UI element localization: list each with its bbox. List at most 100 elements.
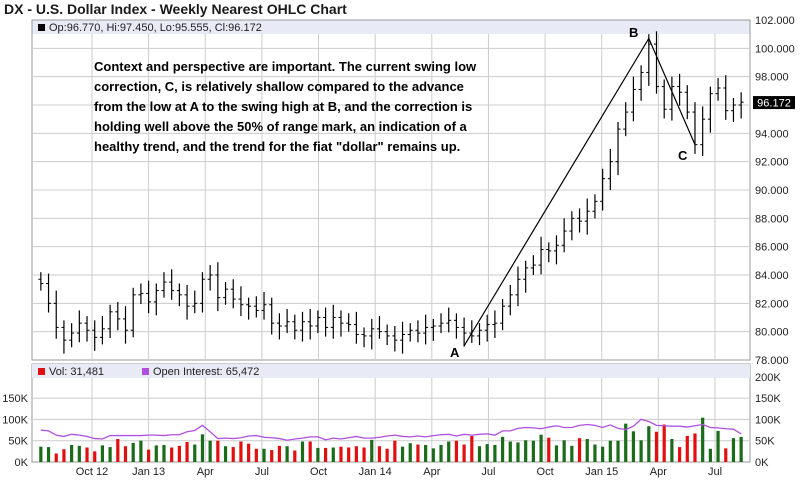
volume-bar — [347, 447, 351, 462]
volume-bar — [170, 447, 174, 462]
volume-bar — [601, 446, 605, 462]
volume-bar — [500, 436, 505, 462]
price-axis-ticks: 78.000 80.000 82.000 84.000 86.000 88.000 90.0… — [755, 15, 795, 367]
volume-bar — [454, 440, 459, 462]
volume-header-band — [32, 364, 750, 378]
volume-bar — [46, 447, 51, 462]
volume-bar — [724, 448, 728, 462]
volume-bar — [39, 446, 43, 462]
volume-bar — [677, 447, 682, 462]
volume-bar — [608, 440, 612, 462]
volume-bar — [731, 438, 736, 462]
swing-polyline — [463, 37, 696, 347]
volume-bar — [70, 444, 74, 462]
annotation-line-4: holding well above the 50% of range mark… — [94, 119, 468, 134]
volume-bar — [123, 446, 128, 462]
volume-bar — [285, 446, 289, 462]
price-tick-label: 84.000 — [755, 270, 789, 282]
volume-bar — [323, 447, 328, 462]
volume-bar — [654, 431, 659, 462]
volume-bar — [416, 444, 420, 462]
volume-bar — [116, 438, 120, 462]
volume-bar — [716, 430, 720, 462]
volume-bar — [685, 436, 689, 462]
price-tick-label: 92.000 — [755, 157, 789, 169]
time-tick-label: Apr — [650, 466, 667, 478]
volume-bar — [493, 444, 497, 462]
open-interest-polyline — [40, 418, 742, 441]
open-interest-line — [40, 418, 742, 441]
price-tick-label: 86.000 — [755, 242, 789, 254]
volume-bar — [316, 447, 320, 462]
price-tick-label: 78.000 — [755, 355, 789, 367]
volume-bar — [524, 440, 528, 462]
volume-bar — [385, 448, 389, 462]
volume-tick-right: 150K — [755, 393, 781, 405]
ohlc-header-band — [32, 20, 750, 34]
volume-bar — [616, 440, 620, 462]
volume-bar — [331, 447, 335, 462]
volume-bar — [662, 424, 666, 462]
price-legend-square — [38, 24, 45, 31]
swing-label-b: B — [629, 25, 638, 40]
price-grid — [32, 34, 750, 462]
volume-bar — [693, 433, 697, 462]
swing-label-c: C — [678, 148, 688, 163]
time-axis-ticks: Oct 12 Jan 13 Apr Jul Oct Jan 14 Apr Jul Oct Jan … — [76, 466, 722, 478]
volume-bar — [624, 423, 628, 462]
volume-bar — [701, 417, 705, 462]
time-tick-label: Jan 15 — [585, 466, 618, 478]
volume-bar — [54, 453, 58, 462]
ohlc-readout: Op:96.770, Hi:97.450, Lo:95.555, Cl:96.1… — [49, 22, 262, 34]
volume-bar — [370, 439, 374, 462]
volume-bar — [485, 444, 489, 462]
volume-bar — [431, 448, 435, 462]
volume-bar — [239, 441, 243, 462]
volume-bars — [39, 417, 743, 462]
volume-bar — [77, 445, 81, 462]
volume-bar — [146, 449, 151, 462]
volume-bar — [508, 441, 512, 462]
oi-legend: Open Interest: 65,472 — [153, 366, 259, 378]
price-tick-label: 80.000 — [755, 327, 789, 339]
volume-bar — [216, 440, 220, 462]
volume-bar — [477, 446, 482, 462]
volume-bar — [593, 444, 597, 462]
time-tick-label: Jul — [481, 466, 495, 478]
volume-bar — [208, 440, 212, 462]
time-tick-label: Jan 14 — [359, 466, 392, 478]
volume-bar — [377, 446, 382, 462]
volume-bar — [531, 440, 535, 462]
vol-legend: Vol: 31,481 — [49, 366, 104, 378]
volume-bar — [585, 438, 589, 462]
volume-bar — [139, 440, 143, 462]
vol-legend-square — [38, 368, 45, 375]
volume-tick-right: 50K — [755, 436, 775, 448]
annotation-line-1: Context and perspective are important. T… — [94, 59, 477, 74]
volume-bar — [339, 446, 343, 462]
time-tick-label: Oct 12 — [76, 466, 108, 478]
volume-bar — [462, 444, 466, 462]
volume-bar — [439, 444, 443, 462]
volume-bar — [85, 447, 89, 462]
volume-bar — [154, 445, 158, 462]
volume-bar — [254, 448, 258, 462]
volume-bar — [547, 437, 551, 462]
time-tick-label: Jul — [255, 466, 269, 478]
volume-bar — [670, 438, 674, 462]
price-tick-label: 88.000 — [755, 213, 789, 225]
volume-bar — [708, 448, 712, 462]
price-tick-label: 90.000 — [755, 185, 789, 197]
volume-bar — [193, 444, 197, 462]
time-tick-label: Jul — [708, 466, 722, 478]
price-tick-label: 98.000 — [755, 72, 789, 84]
volume-tick-right: 100K — [755, 414, 781, 426]
last-price-label: 96.172 — [757, 98, 791, 110]
volume-bar — [639, 440, 643, 462]
volume-bar — [247, 443, 251, 462]
price-tick-label: 94.000 — [755, 128, 789, 140]
volume-bar — [308, 441, 312, 462]
time-tick-label: Apr — [423, 466, 440, 478]
volume-bar — [262, 448, 266, 462]
